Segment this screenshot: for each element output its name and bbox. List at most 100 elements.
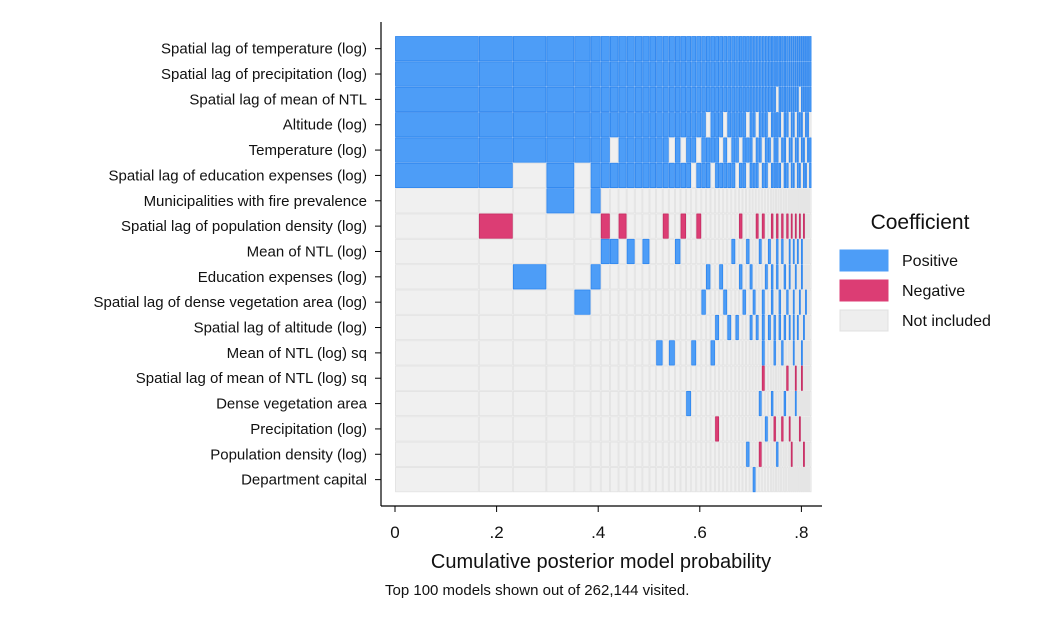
cell-not-included (796, 365, 799, 391)
cell-not-included (742, 416, 746, 442)
cell-positive (395, 137, 479, 163)
cell-positive (746, 86, 750, 112)
cell-positive (771, 390, 774, 417)
y-tick-label: Spatial lag of dense vegetation area (lo… (93, 294, 367, 311)
cell-not-included (796, 188, 799, 214)
cell-not-included (723, 390, 728, 417)
cell-positive (778, 61, 781, 87)
cell-not-included (773, 390, 776, 417)
cell-not-included (512, 365, 547, 391)
cell-negative (776, 213, 779, 239)
cell-not-included (546, 340, 575, 366)
cell-not-included (618, 188, 627, 214)
cell-positive (723, 289, 728, 315)
cell-not-included (731, 314, 736, 341)
cell-not-included (771, 365, 774, 391)
cell-positive (649, 137, 657, 163)
cell-positive (574, 137, 591, 163)
cell-positive (609, 36, 619, 62)
cell-positive (727, 162, 732, 189)
cell-positive (590, 188, 601, 214)
cell-not-included (752, 416, 756, 442)
cell-positive (609, 162, 619, 189)
cell-not-included (675, 340, 681, 366)
cell-not-included (778, 441, 781, 467)
cell-not-included (778, 390, 781, 417)
cell-not-included (649, 238, 657, 265)
cell-positive (739, 264, 743, 290)
cell-not-included (739, 340, 743, 366)
cell-not-included (546, 314, 575, 341)
cell-not-included (662, 188, 669, 214)
cell-not-included (727, 416, 732, 442)
cell-positive (701, 289, 706, 315)
cell-positive (761, 289, 765, 315)
cell-not-included (809, 188, 812, 214)
x-tick-label: .2 (490, 523, 504, 542)
cell-not-included (790, 238, 793, 265)
cell-not-included (798, 390, 801, 417)
cell-positive (600, 238, 610, 265)
cell-not-included (626, 416, 635, 442)
cell-positive (761, 340, 765, 366)
cell-positive (642, 86, 650, 112)
cell-not-included (742, 441, 746, 467)
cell-not-included (746, 264, 750, 290)
cell-positive (796, 61, 799, 87)
cell-positive (803, 314, 805, 341)
cell-positive (807, 36, 809, 62)
cell-positive (723, 162, 728, 189)
cell-positive (686, 390, 692, 417)
cell-not-included (805, 416, 807, 442)
cell-not-included (735, 340, 739, 366)
cell-positive (796, 238, 799, 265)
cell-not-included (758, 289, 762, 315)
cell-not-included (626, 314, 635, 341)
cell-not-included (600, 416, 610, 442)
cell-not-included (710, 213, 715, 239)
cell-not-included (735, 188, 739, 214)
cell-not-included (746, 416, 750, 442)
cell-positive (626, 137, 635, 163)
cell-not-included (618, 390, 627, 417)
cell-not-included (705, 314, 711, 341)
cell-positive (719, 162, 724, 189)
cell-not-included (742, 188, 746, 214)
cell-not-included (735, 365, 739, 391)
cell-not-included (696, 137, 702, 163)
cell-not-included (758, 365, 762, 391)
cell-not-included (805, 340, 807, 366)
cell-not-included (634, 213, 643, 239)
cell-positive (771, 36, 774, 62)
cell-positive (752, 467, 756, 493)
cell-positive (794, 86, 797, 112)
cell-not-included (574, 365, 591, 391)
cell-positive (546, 188, 575, 214)
cell-positive (642, 137, 650, 163)
cell-not-included (723, 467, 728, 493)
cell-not-included (803, 467, 805, 493)
cell-not-included (649, 314, 657, 341)
cell-positive (649, 86, 657, 112)
cell-not-included (662, 314, 669, 341)
cell-not-included (691, 264, 697, 290)
y-tick-label: Department capital (241, 472, 367, 489)
cell-positive (691, 112, 697, 138)
cell-positive (609, 238, 619, 265)
cell-not-included (788, 162, 791, 189)
cell-not-included (590, 213, 601, 239)
cell-not-included (649, 340, 657, 366)
cell-positive (590, 137, 601, 163)
cell-positive (783, 86, 787, 112)
cell-positive (696, 61, 702, 87)
cell-not-included (675, 289, 681, 315)
cell-negative (739, 213, 743, 239)
cell-positive (609, 61, 619, 87)
cell-not-included (574, 314, 591, 341)
cell-not-included (764, 390, 768, 417)
cell-not-included (715, 365, 720, 391)
cell-not-included (696, 238, 702, 265)
cell-not-included (731, 213, 736, 239)
cell-not-included (742, 365, 746, 391)
cell-positive (792, 162, 795, 189)
